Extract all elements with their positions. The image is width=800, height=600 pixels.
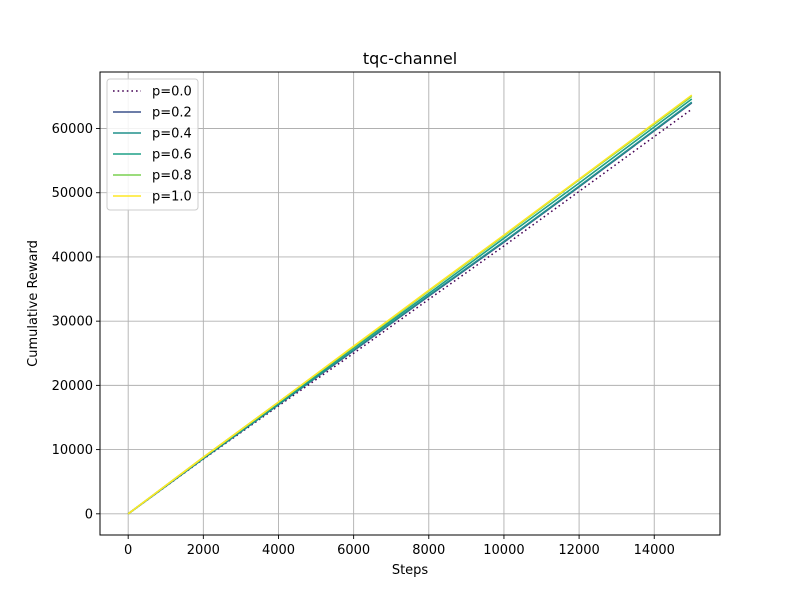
y-tick-label: 30000 [52,315,93,330]
chart-title: tqc-channel [363,49,457,68]
x-tick-label: 10000 [483,543,524,558]
y-tick-label: 0 [85,507,93,522]
series-line-5 [127,94,693,515]
y-tick-label: 20000 [52,379,93,394]
x-tick-label: 4000 [262,543,295,558]
legend-label: p=1.0 [152,190,192,205]
series-layer [127,94,693,515]
x-tick-label: 2000 [187,543,220,558]
x-tick-label: 14000 [634,543,675,558]
grid-layer [100,72,720,535]
y-tick-label: 10000 [52,443,93,458]
plot-frame [99,71,721,536]
y-tick-label: 40000 [52,250,93,265]
legend-label: p=0.0 [152,85,192,100]
y-tick-label: 50000 [52,186,93,201]
legend-label: p=0.4 [152,127,192,142]
x-tick-label: 12000 [558,543,599,558]
x-axis-label: Steps [392,563,429,578]
x-tick-label: 0 [124,543,132,558]
legend-label: p=0.2 [152,106,192,121]
y-tick-label: 60000 [52,122,93,137]
y-axis-label: Cumulative Reward [26,240,41,367]
x-tick-label: 8000 [412,543,445,558]
tick-layer: 0 2000 4000 6000 8000 10000 12000 14000 0 10000 20… [52,122,675,558]
x-tick-label: 6000 [337,543,370,558]
legend: p=0.0 p=0.2 p=0.4 p=0.6 p=0.8 p=1.0 [106,78,199,211]
series-line-0 [127,108,693,515]
legend-label: p=0.6 [152,148,192,163]
legend-label: p=0.8 [152,169,192,184]
